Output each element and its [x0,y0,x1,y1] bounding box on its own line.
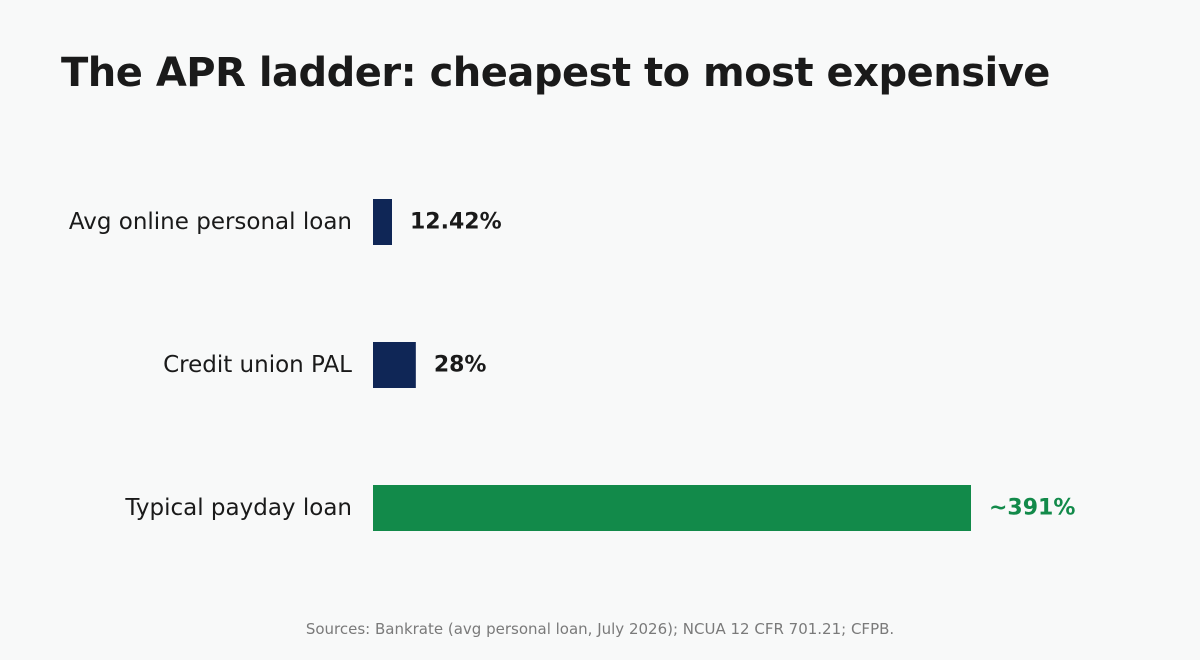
chart-title: The APR ladder: cheapest to most expensi… [61,50,1050,96]
bar [373,485,971,531]
bar [373,199,392,245]
chart-source-note: Sources: Bankrate (avg personal loan, Ju… [305,620,895,638]
data-label: 28% [434,353,487,378]
data-label: ~391% [989,496,1075,521]
data-label: 12.42% [410,210,502,235]
category-label: Avg online personal loan [69,209,352,235]
category-label: Credit union PAL [163,352,352,378]
bar [373,342,416,388]
category-label: Typical payday loan [124,495,352,521]
